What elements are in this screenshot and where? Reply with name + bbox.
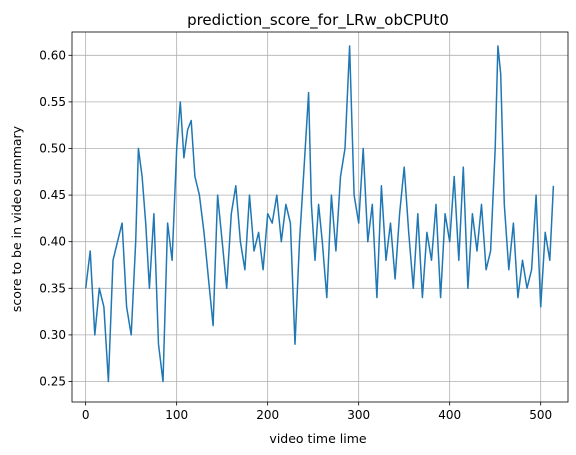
- series-layer: [84, 45, 555, 383]
- x-tick-label: 300: [347, 408, 370, 422]
- y-tick-label: 0.55: [39, 95, 66, 109]
- x-tick-label: 100: [165, 408, 188, 422]
- y-tick-label: 0.60: [39, 48, 66, 62]
- series-line: [84, 45, 555, 383]
- axis-ticks: 0 100 200 300 400 500 0.25 0.30 0.35 0.40 0.45 0.50…: [39, 48, 552, 422]
- x-tick-label: 200: [256, 408, 279, 422]
- x-tick-label: 400: [438, 408, 461, 422]
- y-tick-label: 0.30: [39, 328, 66, 342]
- x-tick-label: 500: [529, 408, 552, 422]
- grid-lines: [72, 32, 568, 402]
- y-tick-label: 0.45: [39, 188, 66, 202]
- y-tick-label: 0.50: [39, 141, 66, 155]
- y-tick-label: 0.35: [39, 281, 66, 295]
- chart-title: prediction_score_for_LRw_obCPUt0: [187, 11, 449, 30]
- x-tick-label: 0: [82, 408, 90, 422]
- x-axis-label: video time lime: [269, 431, 366, 446]
- y-tick-label: 0.25: [39, 374, 66, 388]
- plot-area-frame: [71, 31, 569, 403]
- y-axis-label: score to be in video summary: [9, 125, 24, 312]
- y-tick-label: 0.40: [39, 235, 66, 249]
